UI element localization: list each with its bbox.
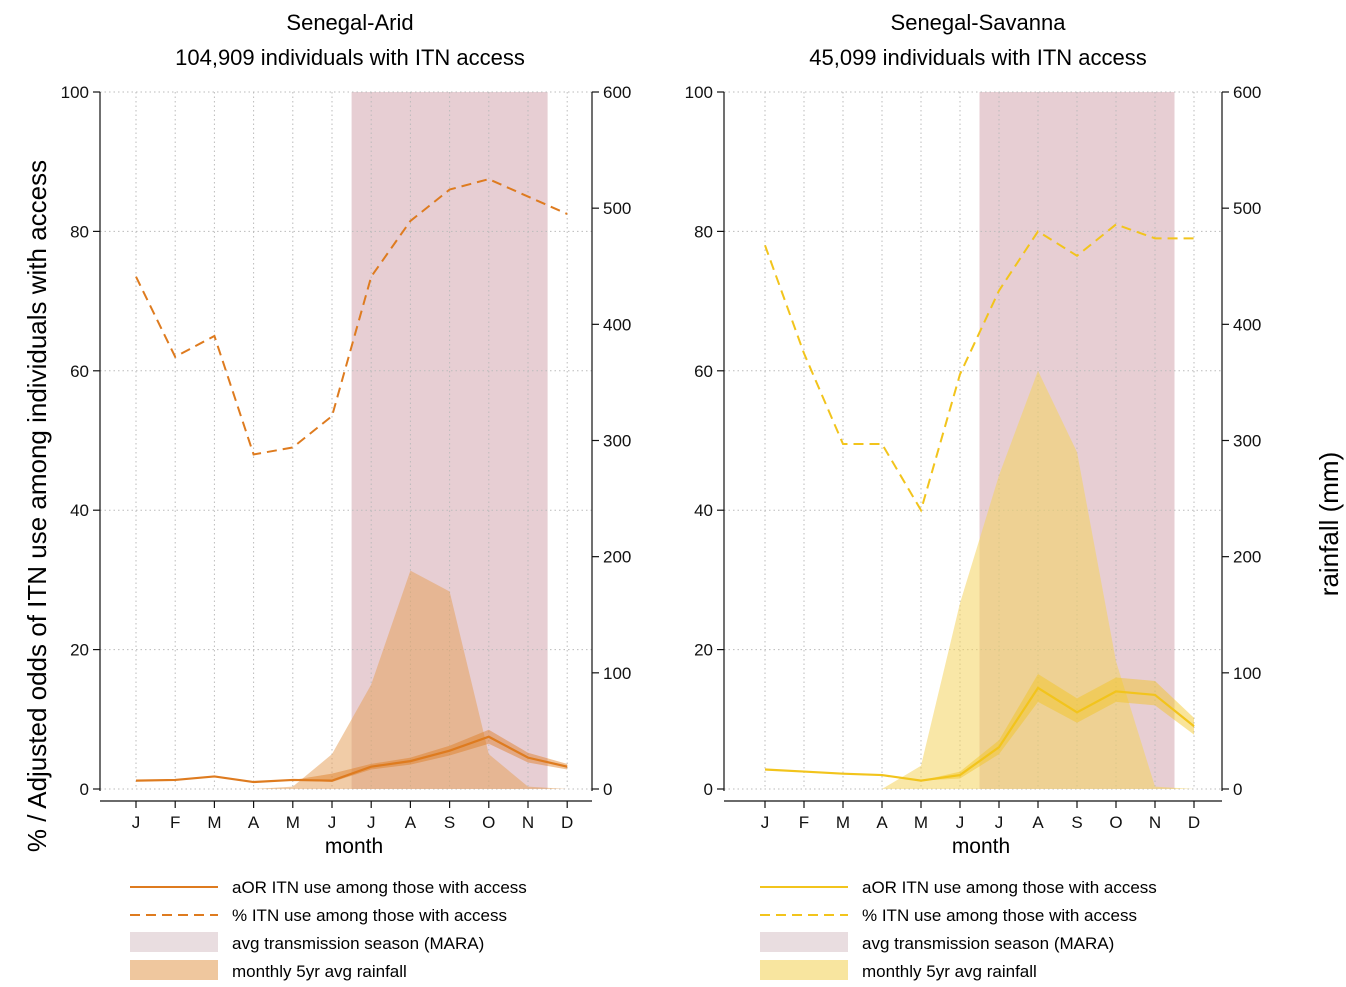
x-tick-label: A	[876, 813, 888, 832]
right-y-tick-label: 0	[1233, 780, 1242, 799]
x-tick-label: O	[482, 813, 495, 832]
legend-label: aOR ITN use among those with access	[862, 878, 1157, 897]
left-y-tick-label: 80	[70, 222, 89, 241]
right-y-tick-label: 500	[1233, 199, 1261, 218]
right-y-tick-label: 300	[1233, 432, 1261, 451]
x-tick-label: J	[995, 813, 1004, 832]
x-tick-label: J	[328, 813, 337, 832]
legend-label: avg transmission season (MARA)	[862, 934, 1114, 953]
x-tick-label: J	[761, 813, 770, 832]
rainfall-area	[765, 370, 1194, 789]
legend-label: avg transmission season (MARA)	[232, 934, 484, 953]
legend-label: % ITN use among those with access	[862, 906, 1137, 925]
itn-use-dashed-line	[135, 178, 568, 456]
x-tick-label: J	[132, 813, 141, 832]
left-y-tick-label: 60	[694, 362, 713, 381]
x-tick-label: M	[286, 813, 300, 832]
right-y-tick-label: 600	[603, 83, 631, 102]
x-tick-label: D	[1188, 813, 1200, 832]
left-y-tick-label: 0	[704, 780, 713, 799]
aor-line	[135, 735, 568, 784]
x-tick-label: A	[405, 813, 417, 832]
aor-confidence-band	[765, 673, 1194, 781]
left-y-tick-label: 100	[61, 83, 89, 102]
x-axis-label: month	[325, 835, 383, 858]
aor-confidence-band	[136, 729, 568, 783]
legend-label: % ITN use among those with access	[232, 906, 507, 925]
x-tick-label: F	[799, 813, 809, 832]
left-y-tick-label: 0	[80, 780, 89, 799]
left-y-tick-label: 20	[70, 641, 89, 660]
itn-use-dashed-line	[764, 223, 1194, 513]
right-y-axis-label: rainfall (mm)	[1314, 452, 1344, 596]
left-y-tick-label: 40	[70, 501, 89, 520]
legend-swatch-season	[130, 932, 218, 952]
x-tick-label: M	[836, 813, 850, 832]
right-y-tick-label: 100	[603, 664, 631, 683]
right-y-tick-label: 200	[1233, 548, 1261, 567]
x-tick-label: N	[522, 813, 534, 832]
legend: aOR ITN use among those with access % ITN…	[130, 878, 527, 981]
chart-title: Senegal-Savanna	[891, 10, 1067, 35]
x-tick-label: S	[1071, 813, 1082, 832]
legend-swatch-season	[760, 932, 848, 952]
panel-senegal-savanna: Senegal-Savanna 45,099 individuals with I…	[685, 10, 1262, 981]
x-tick-label: D	[561, 813, 573, 832]
rainfall-area	[136, 570, 568, 789]
chart-title: Senegal-Arid	[286, 10, 413, 35]
panel-senegal-arid: Senegal-Arid 104,909 individuals with ITN…	[61, 10, 632, 981]
x-tick-label: N	[1149, 813, 1161, 832]
x-tick-label: J	[367, 813, 376, 832]
left-y-axis-label: % / Adjusted odds of ITN use among indiv…	[22, 160, 52, 852]
right-y-tick-label: 300	[603, 432, 631, 451]
chart-subtitle: 45,099 individuals with ITN access	[809, 45, 1147, 70]
x-tick-label: A	[248, 813, 260, 832]
legend-label: aOR ITN use among those with access	[232, 878, 527, 897]
x-tick-label: O	[1109, 813, 1122, 832]
chart-subtitle: 104,909 individuals with ITN access	[175, 45, 525, 70]
legend-swatch-rainfall	[130, 960, 218, 980]
x-axis-label: month	[952, 835, 1010, 858]
legend-swatch-rainfall	[760, 960, 848, 980]
aor-line	[764, 686, 1195, 782]
right-y-tick-label: 100	[1233, 664, 1261, 683]
legend-label: monthly 5yr avg rainfall	[232, 962, 407, 981]
right-y-tick-label: 200	[603, 548, 631, 567]
right-y-tick-label: 600	[1233, 83, 1261, 102]
right-y-tick-label: 0	[603, 780, 612, 799]
right-y-tick-label: 400	[1233, 315, 1261, 334]
legend: aOR ITN use among those with access % ITN…	[760, 878, 1157, 981]
left-y-tick-label: 20	[694, 641, 713, 660]
x-tick-label: F	[170, 813, 180, 832]
right-y-tick-label: 400	[603, 315, 631, 334]
right-y-tick-label: 500	[603, 199, 631, 218]
left-y-tick-label: 60	[70, 362, 89, 381]
x-tick-label: J	[956, 813, 965, 832]
x-tick-label: A	[1032, 813, 1044, 832]
left-y-tick-label: 80	[694, 222, 713, 241]
legend-label: monthly 5yr avg rainfall	[862, 962, 1037, 981]
left-y-tick-label: 100	[685, 83, 713, 102]
left-y-tick-label: 40	[694, 501, 713, 520]
x-tick-label: S	[444, 813, 455, 832]
x-tick-label: M	[207, 813, 221, 832]
x-tick-label: M	[914, 813, 928, 832]
